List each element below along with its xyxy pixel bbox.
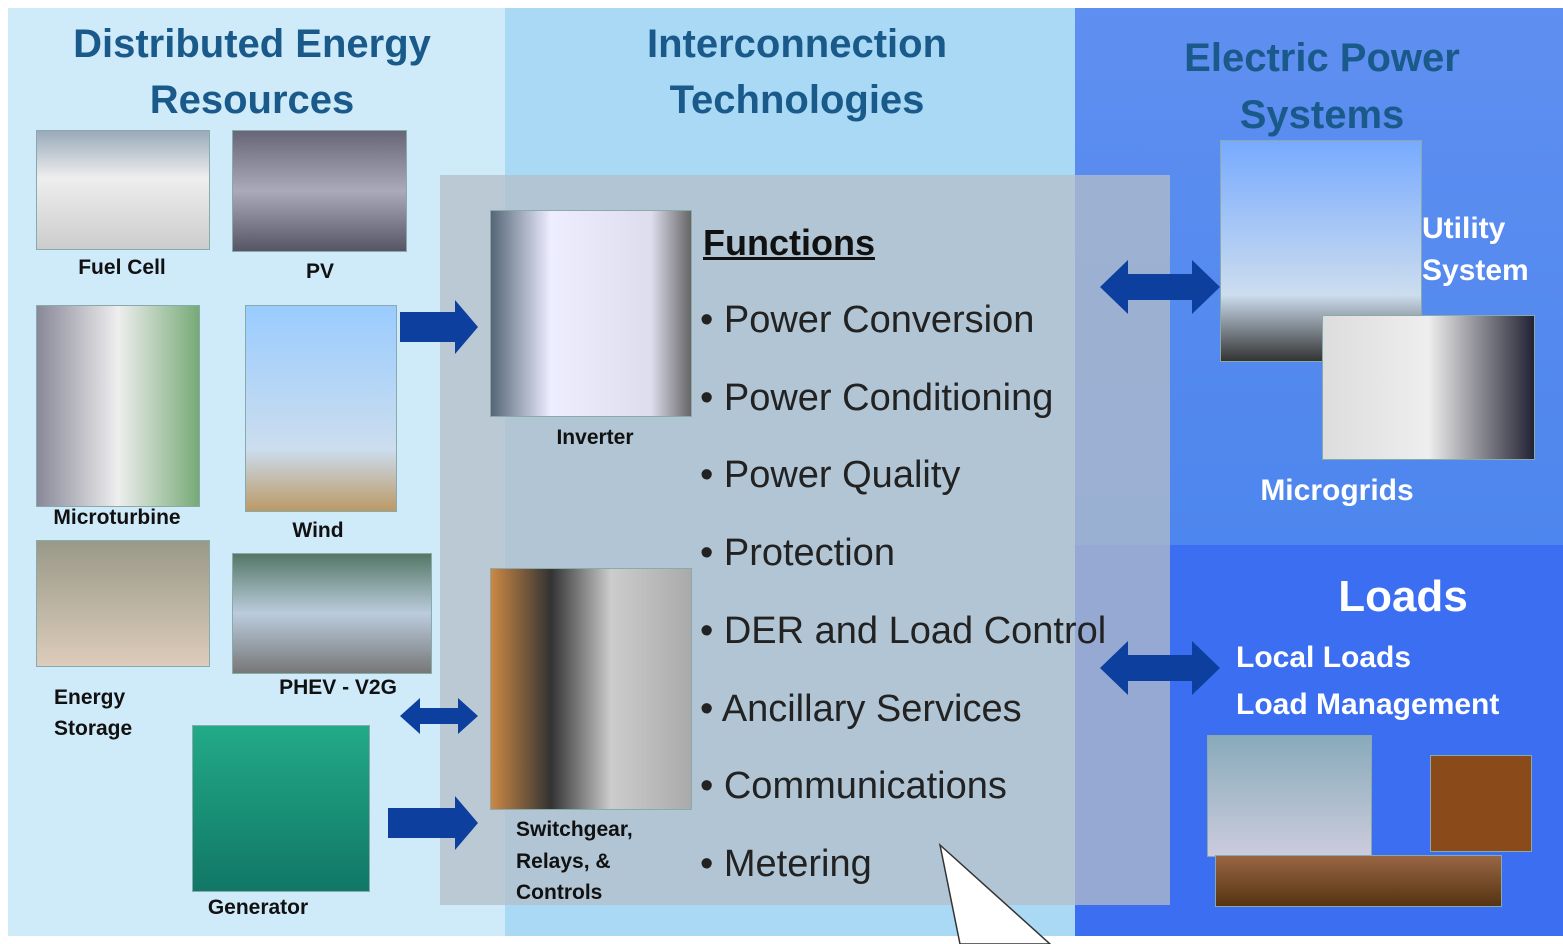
label: Controls	[516, 881, 602, 905]
label: Inverter	[556, 426, 633, 450]
double-arrow	[1100, 641, 1220, 695]
label: Utility	[1422, 212, 1505, 246]
function-item: • Communications	[700, 765, 1007, 808]
functions-heading: Functions	[703, 222, 875, 264]
function-item: • Power Conversion	[700, 299, 1034, 342]
label: PV	[306, 260, 334, 284]
der-title: Distributed Energy	[73, 22, 431, 67]
function-item: • Power Conditioning	[700, 377, 1053, 420]
label: Fuel Cell	[78, 256, 166, 280]
arrow	[388, 796, 478, 850]
label: Energy	[54, 686, 125, 710]
label: Wind	[292, 519, 343, 543]
double-arrow	[400, 698, 478, 734]
eps-title: Systems	[1240, 93, 1405, 138]
label: PHEV - V2G	[279, 676, 397, 700]
callout	[940, 845, 1050, 944]
arrow	[400, 300, 478, 354]
label: Switchgear,	[516, 818, 633, 842]
page: {"der": {"title": ["Distributed Energy",…	[0, 0, 1563, 944]
function-item: • Metering	[700, 843, 872, 886]
function-item: • Ancillary Services	[700, 688, 1022, 731]
interconnection-title: Technologies	[670, 78, 925, 123]
function-item: • Power Quality	[700, 454, 960, 497]
label: Relays, &	[516, 850, 611, 874]
load-item: Local Loads	[1236, 641, 1411, 675]
label: Microturbine	[53, 506, 180, 530]
function-item: • Protection	[700, 532, 895, 575]
eps-title: Electric Power	[1184, 36, 1460, 81]
der-title: Resources	[150, 78, 355, 123]
loads-title: Loads	[1338, 572, 1468, 622]
double-arrow	[1100, 260, 1220, 314]
interconnection-title: Interconnection	[647, 22, 947, 67]
label: Storage	[54, 717, 132, 741]
function-item: • DER and Load Control	[700, 610, 1106, 653]
label: Generator	[208, 896, 308, 920]
label: System	[1422, 254, 1529, 288]
label: Microgrids	[1260, 474, 1413, 508]
load-item: Load Management	[1236, 688, 1499, 722]
